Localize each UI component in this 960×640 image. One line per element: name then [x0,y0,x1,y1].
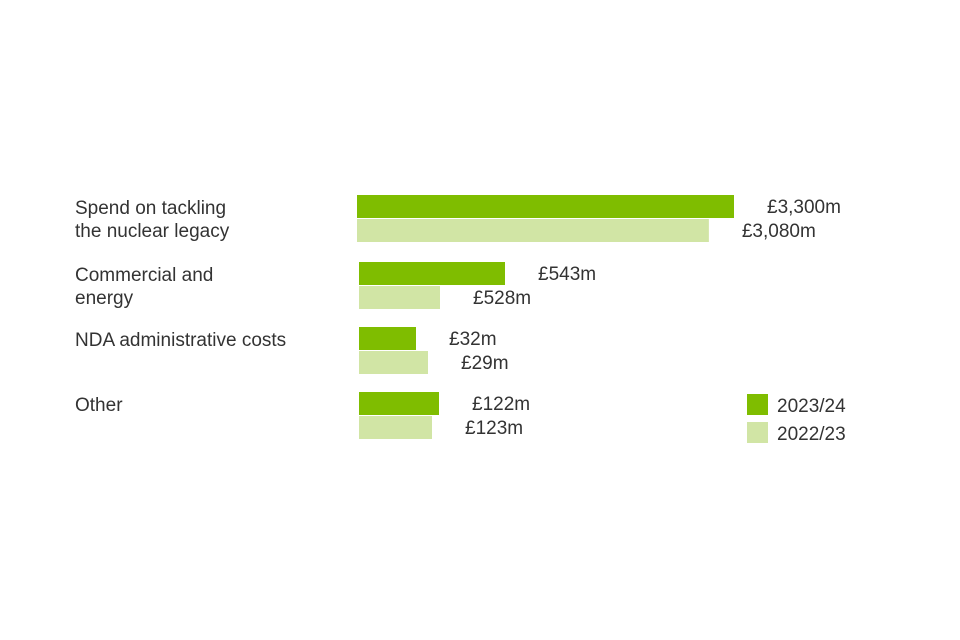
legend: 2023/24 2022/23 [747,394,846,445]
bar-nda-administrative-costs-2022-23 [359,351,428,374]
legend-label-2022-23: 2022/23 [777,424,846,445]
value-label-spend-on-tackling-the-nuclear-legacy-2023-24: £3,300m [767,197,841,218]
category-labels: Spend on tackling the nuclear legacy Comme… [75,198,286,416]
value-label-nda-administrative-costs-2023-24: £32m [449,329,497,350]
bars [357,195,734,439]
bar-spend-on-tackling-the-nuclear-legacy-2022-23 [357,219,709,242]
legend-label-2023-24: 2023/24 [777,396,846,417]
bar-other-2022-23 [359,416,432,439]
value-label-other-2023-24: £122m [472,394,530,415]
category-label-other: Other [75,395,123,416]
bar-commercial-and-energy-2023-24 [359,262,505,285]
category-label-line: Commercial and [75,265,213,286]
category-label-spend-on-tackling-the-nuclear-legacy: Spend on tackling the nuclear legacy [75,198,230,242]
legend-swatch-2022-23 [747,422,768,443]
category-label-commercial-and-energy: Commercial and energy [75,265,213,309]
category-label-nda-administrative-costs: NDA administrative costs [75,330,286,351]
value-label-commercial-and-energy-2023-24: £543m [538,264,596,285]
category-label-line: Other [75,395,123,416]
bar-other-2023-24 [359,392,439,415]
category-label-line: the nuclear legacy [75,221,230,242]
bar-spend-on-tackling-the-nuclear-legacy-2023-24 [357,195,734,218]
bar-commercial-and-energy-2022-23 [359,286,440,309]
value-label-commercial-and-energy-2022-23: £528m [473,288,531,309]
category-label-line: energy [75,288,134,309]
bar-nda-administrative-costs-2023-24 [359,327,416,350]
value-label-other-2022-23: £123m [465,418,523,439]
value-labels: £3,300m £3,080m £543m £528m £32m £29m £122m £12… [449,197,841,439]
value-label-nda-administrative-costs-2022-23: £29m [461,353,509,374]
category-label-line: Spend on tackling [75,198,226,219]
value-label-spend-on-tackling-the-nuclear-legacy-2022-23: £3,080m [742,221,816,242]
legend-swatch-2023-24 [747,394,768,415]
category-label-line: NDA administrative costs [75,330,286,351]
